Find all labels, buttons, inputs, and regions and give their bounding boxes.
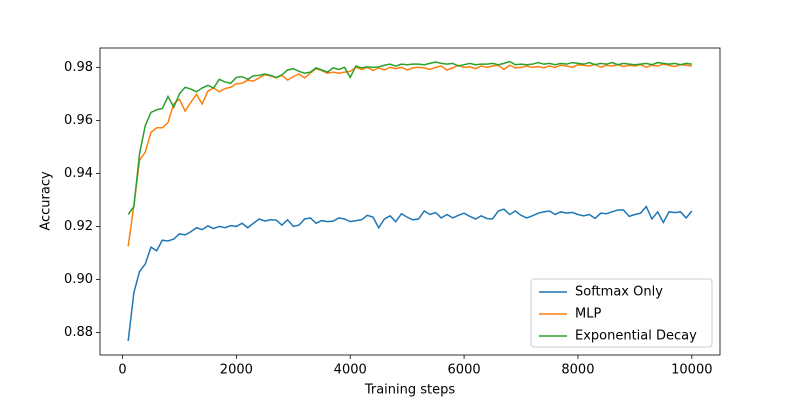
- series-line: [127, 63, 692, 247]
- series-line: [127, 60, 692, 215]
- x-tick-label: 8000: [561, 363, 594, 378]
- x-tick-label: 0: [118, 363, 126, 378]
- legend-label: Exponential Decay: [575, 329, 697, 344]
- x-tick-label: 10000: [671, 363, 712, 378]
- y-tick-label: 0.94: [64, 166, 93, 181]
- y-tick-label: 0.90: [64, 272, 93, 287]
- axes-frame: [99, 47, 721, 356]
- series-line: [127, 205, 693, 342]
- y-tick-label: 0.92: [64, 219, 93, 234]
- legend-label: MLP: [575, 307, 601, 322]
- x-axis-label: Training steps: [364, 383, 456, 398]
- x-tick-label: 4000: [334, 363, 367, 378]
- x-tick-label: 6000: [448, 363, 481, 378]
- y-tick-label: 0.98: [64, 60, 93, 75]
- y-tick-label: 0.88: [64, 325, 93, 340]
- x-tick-label: 2000: [220, 363, 253, 378]
- y-axis-label: Accuracy: [39, 171, 54, 231]
- y-tick-label: 0.96: [64, 113, 93, 128]
- legend-label: Softmax Only: [575, 285, 663, 300]
- legend-box: [530, 278, 713, 348]
